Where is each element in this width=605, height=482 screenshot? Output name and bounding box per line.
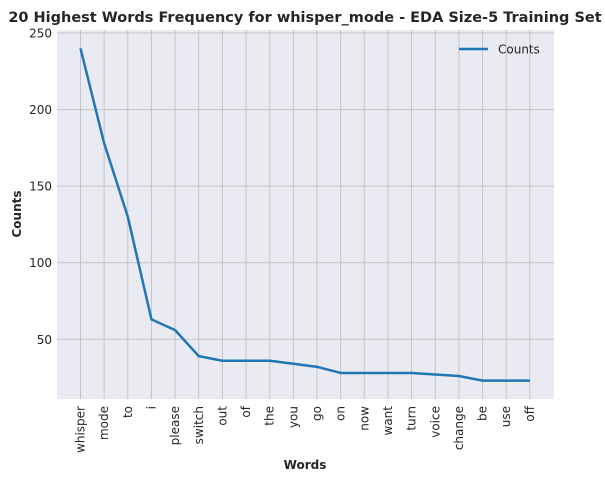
- x-tick-label: voice: [428, 406, 442, 438]
- x-tick-label: want: [381, 406, 395, 436]
- x-tick-label: turn: [405, 406, 419, 431]
- x-tick-label: please: [168, 406, 182, 445]
- series-layer: [79, 48, 530, 382]
- plot-area: [57, 30, 554, 399]
- legend-label-counts: Counts: [498, 43, 540, 57]
- series-line-counts: [79, 48, 530, 382]
- x-tick-label: i: [144, 406, 158, 409]
- x-tick-label: off: [523, 405, 537, 421]
- x-tick-label: use: [499, 406, 513, 427]
- x-tick-label: out: [215, 406, 229, 426]
- grid-lines: [57, 30, 554, 399]
- y-tick-label: 200: [29, 103, 52, 117]
- x-tick-label: you: [286, 406, 300, 428]
- x-tick-label: to: [121, 406, 135, 418]
- x-tick-label: go: [310, 406, 324, 421]
- chart-title: 20 Highest Words Frequency for whisper_m…: [8, 10, 601, 26]
- y-axis-label: Counts: [10, 190, 24, 237]
- x-tick-label: the: [263, 406, 277, 426]
- x-tick-label: on: [334, 406, 348, 421]
- x-axis-ticks: whisper mode to i please switch out of the you go o…: [74, 405, 537, 453]
- x-tick-label: change: [452, 406, 466, 450]
- x-tick-label: of: [239, 405, 253, 417]
- y-tick-label: 150: [29, 180, 52, 194]
- x-tick-label: switch: [192, 406, 206, 444]
- y-tick-label: 100: [29, 256, 52, 270]
- x-axis-label: Words: [284, 458, 327, 472]
- y-tick-label: 250: [29, 27, 52, 41]
- y-axis-ticks: 50 100 150 200 250: [29, 27, 52, 347]
- x-tick-label: now: [357, 406, 371, 431]
- y-tick-label: 50: [37, 333, 52, 347]
- x-tick-label: be: [476, 406, 490, 421]
- x-tick-label: mode: [97, 406, 111, 440]
- legend: Counts: [459, 43, 540, 57]
- x-tick-label: whisper: [74, 406, 88, 453]
